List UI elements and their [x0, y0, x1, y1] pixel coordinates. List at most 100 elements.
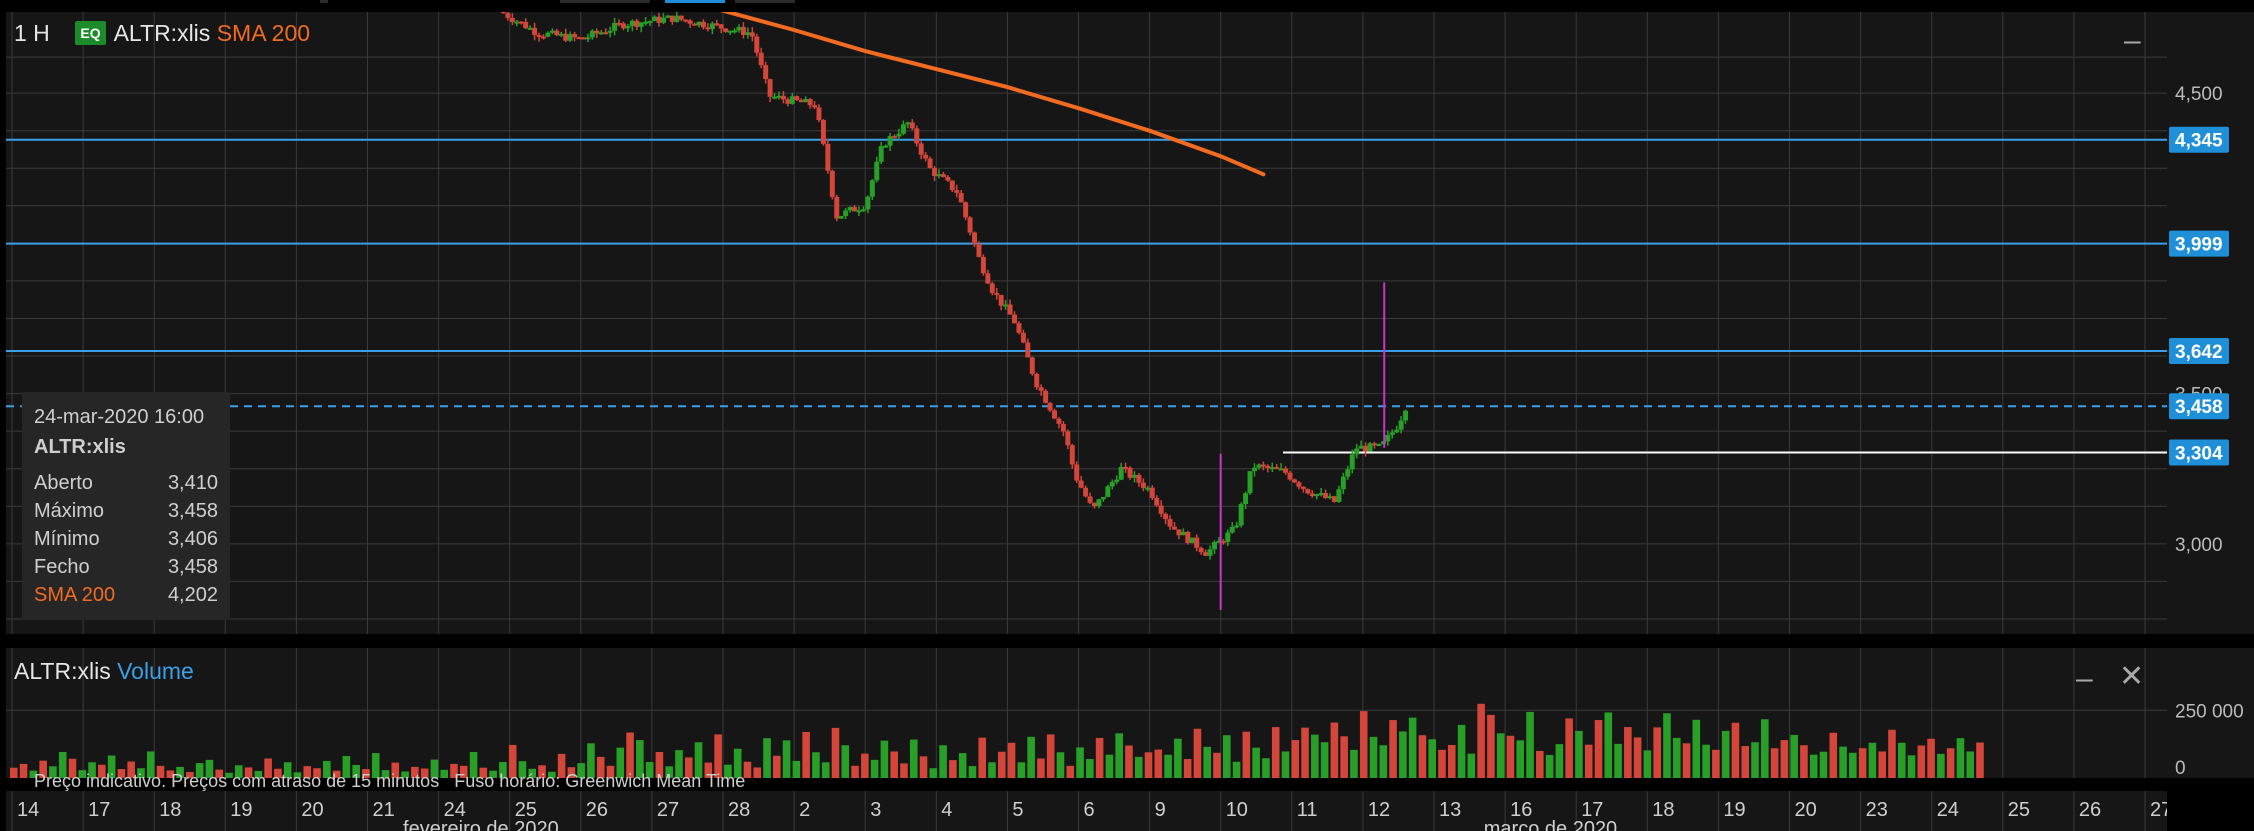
- candle-down: [714, 23, 720, 26]
- candle-down: [980, 256, 986, 274]
- candle-down: [1038, 387, 1044, 391]
- volume-bar: [49, 766, 57, 778]
- volume-bar: [440, 769, 448, 778]
- volume-study-label[interactable]: Volume: [117, 658, 194, 684]
- time-x-axis[interactable]: 14 17 18 19 20 21 24 25 26 27 28 2 3 4 5 6 9 10 11 12 13 16 17…: [6, 791, 2167, 831]
- volume-bar: [332, 770, 341, 778]
- volume-bar: [802, 731, 810, 778]
- candle-down: [1274, 467, 1280, 470]
- candle-down: [749, 32, 755, 37]
- volume-bar: [538, 765, 546, 778]
- volume-bar: [195, 763, 204, 778]
- volume-pane[interactable]: [6, 648, 2167, 778]
- candle-down: [1136, 474, 1142, 483]
- candle-down: [932, 168, 938, 176]
- candle-down: [852, 207, 858, 212]
- volume-bar: [880, 740, 889, 778]
- volume-bar: [323, 760, 331, 778]
- candle-down: [1287, 472, 1293, 480]
- candle-up: [856, 210, 862, 213]
- candle-up: [865, 196, 871, 210]
- volume-bar: [1809, 754, 1818, 778]
- candle-up: [789, 96, 795, 104]
- minimize-icon[interactable]: –: [2076, 662, 2093, 695]
- candle-up: [696, 21, 702, 26]
- candle-up: [1207, 549, 1213, 556]
- x-tick-label: 23: [1866, 799, 1888, 821]
- candle-up: [1318, 493, 1324, 496]
- volume-bar: [391, 762, 400, 778]
- candle-up: [709, 23, 715, 30]
- candle-up: [549, 30, 555, 33]
- top-tab-edge: [560, 0, 650, 3]
- volume-bar: [1594, 720, 1603, 778]
- candle-down: [1149, 487, 1155, 498]
- x-tick-label: 2: [799, 799, 810, 821]
- candle-down: [1265, 465, 1271, 469]
- volume-bar: [146, 751, 155, 778]
- candle-up: [647, 21, 653, 24]
- volume-bar: [469, 752, 478, 778]
- volume-bar: [381, 770, 390, 778]
- volume-bar: [1438, 749, 1446, 778]
- candle-down: [1363, 445, 1369, 452]
- candle-up: [1096, 499, 1102, 507]
- sma-study-label[interactable]: SMA 200: [216, 20, 311, 46]
- level-price-tag-label: 4,345: [2175, 131, 2223, 152]
- candle-down: [972, 232, 978, 244]
- candle-down: [1163, 513, 1169, 520]
- candle-down: [1158, 505, 1164, 514]
- tooltip-label-open: Aberto: [34, 472, 93, 494]
- candle-down: [834, 196, 840, 219]
- candle-up: [1238, 504, 1244, 526]
- candle-up: [545, 32, 551, 37]
- interval-label[interactable]: 1 H: [14, 20, 50, 46]
- volume-bar: [1193, 728, 1202, 778]
- candle-up: [878, 146, 884, 162]
- volume-bar: [812, 752, 820, 778]
- volume-bar: [156, 765, 165, 778]
- x-tick-label: 21: [373, 799, 395, 821]
- symbol-label[interactable]: ALTR:xlis: [113, 20, 211, 46]
- volume-bar: [186, 772, 194, 778]
- x-tick-label: 25: [2008, 799, 2030, 821]
- volume-y-axis[interactable]: 250 000 0: [2167, 648, 2254, 778]
- candle-down: [683, 19, 689, 22]
- candle-down: [976, 243, 982, 257]
- volume-tick-label: 250 000: [2175, 701, 2244, 722]
- price-pane[interactable]: [6, 12, 2167, 634]
- volume-bar: [283, 762, 292, 778]
- volume-bar: [1976, 742, 1984, 778]
- level-price-tag: [2169, 337, 2229, 364]
- volume-bar: [420, 768, 429, 778]
- volume-bar: [401, 771, 409, 778]
- candle-up: [1211, 542, 1217, 550]
- candle-up: [776, 95, 782, 98]
- volume-bar: [1946, 748, 1955, 778]
- volume-bar: [1702, 744, 1710, 778]
- level-price-tag-label: 3,642: [2175, 342, 2223, 363]
- candle-up: [1376, 443, 1382, 446]
- volume-bar: [205, 759, 214, 778]
- volume-bar: [459, 765, 468, 778]
- volume-symbol-label[interactable]: ALTR:xlis: [14, 658, 111, 684]
- candle-down: [536, 35, 542, 38]
- candle-up: [874, 161, 880, 181]
- candle-up: [1336, 489, 1342, 502]
- minimize-icon[interactable]: ‒: [2124, 24, 2141, 57]
- volume-bar: [733, 748, 742, 778]
- candle-down: [1171, 526, 1177, 530]
- close-icon[interactable]: ✕: [2119, 660, 2145, 693]
- volume-bar: [548, 771, 556, 778]
- volume-bar: [1232, 761, 1241, 778]
- volume-bar: [1565, 718, 1573, 778]
- volume-bar: [117, 769, 126, 778]
- candle-up: [1234, 525, 1240, 528]
- volume-bar: [636, 740, 644, 778]
- delay-notice: Preço indicativo. Preços com atraso de 1…: [34, 771, 746, 791]
- candle-up: [1314, 494, 1320, 497]
- candle-down: [540, 36, 546, 39]
- volume-bar: [1966, 751, 1975, 778]
- volume-bar: [1692, 719, 1701, 778]
